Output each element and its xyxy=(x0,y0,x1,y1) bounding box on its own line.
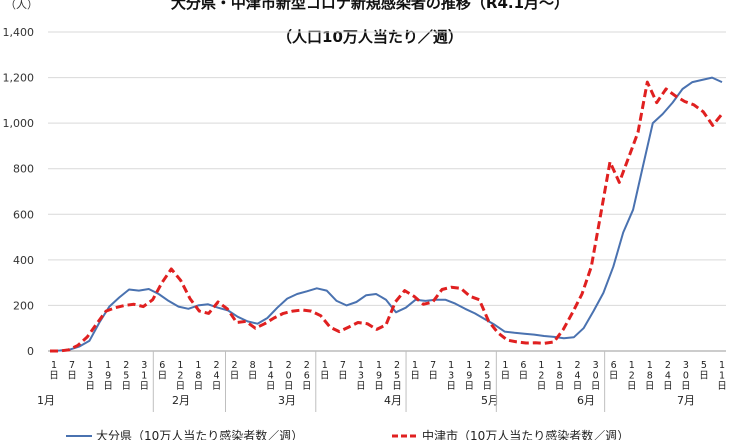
x-tick-month-label: 7月 xyxy=(677,394,695,407)
x-tick-month-label: 2月 xyxy=(172,394,190,407)
x-tick-month-label: 6月 xyxy=(577,394,595,407)
legend: 大分県（10万人当たり感染者数／週） 中津市（10万人当たり感染者数／週） xyxy=(66,428,629,440)
y-axis-unit: （人） xyxy=(5,0,38,11)
y-tick-label: 1,000 xyxy=(3,117,35,130)
x-tick-month-label: 1月 xyxy=(37,394,55,407)
legend-label: 中津市（10万人当たり感染者数／週） xyxy=(422,428,629,440)
series-line-nakatsu xyxy=(50,80,724,353)
legend-label: 大分県（10万人当たり感染者数／週） xyxy=(96,428,303,440)
x-axis-ticks: 1 日 7 日 1 3 日 1 9 日 2 5 日 3 1 日 6 日 1 2 日 1 8 日 2 4 日 2 日 8 日 1 4 日 2 0 日 2 6 日… xyxy=(37,351,727,412)
series-lines xyxy=(49,76,724,353)
y-tick-label: 600 xyxy=(13,208,34,221)
chart-subtitle: （人口10万人当たり／週） xyxy=(277,28,463,46)
y-tick-label: 400 xyxy=(13,254,34,267)
gridlines xyxy=(48,31,726,352)
x-tick-month-label: 4月 xyxy=(384,394,402,407)
y-axis-ticks: 0 200 400 600 800 1,000 1,200 1,400 xyxy=(3,26,35,358)
y-tick-label: 200 xyxy=(13,299,34,312)
y-tick-label: 0 xyxy=(27,345,34,358)
x-tick-month-label: 3月 xyxy=(278,394,296,407)
y-tick-label: 1,400 xyxy=(3,26,35,39)
chart-title: 大分県・中津市新型コロナ新規感染者の推移（R4.1月～） xyxy=(171,0,569,12)
y-tick-label: 800 xyxy=(13,163,34,176)
y-tick-label: 1,200 xyxy=(3,72,35,85)
x-tick-month-label: 5月 xyxy=(481,394,499,407)
series-line-oita xyxy=(49,76,723,352)
